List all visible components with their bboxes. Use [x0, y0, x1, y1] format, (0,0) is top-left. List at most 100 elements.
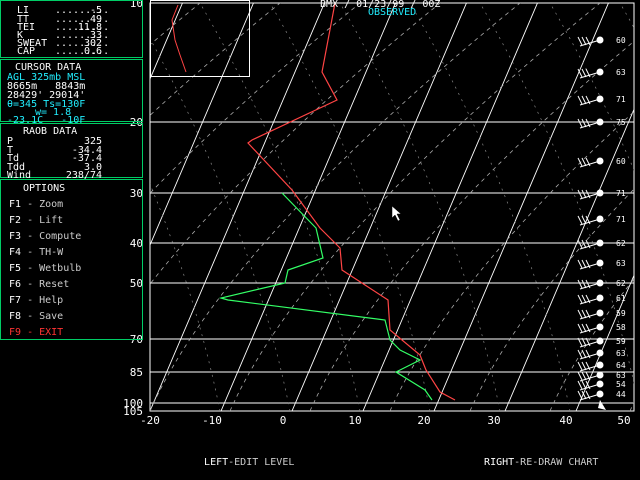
index-label: SWEAT — [17, 38, 48, 49]
wind-barb — [579, 71, 601, 79]
option-reset[interactable]: F6 - Reset — [9, 280, 69, 290]
inset-trace — [171, 4, 187, 73]
wind-barb-flag — [581, 215, 587, 225]
temperature-tick-label: 50 — [617, 414, 630, 427]
wind-barb-flag — [581, 239, 587, 249]
wind-barb — [579, 312, 601, 320]
wind-barb — [579, 218, 601, 226]
wind-barb-flag — [581, 337, 587, 347]
wind-speed-label: 63 — [616, 68, 626, 77]
option-separator: - — [21, 327, 40, 338]
pressure-tick-label: 85 — [130, 366, 143, 379]
wind-barb-flag — [577, 349, 583, 359]
raob-value: -34.4 — [71, 144, 102, 156]
option-label: Zoom — [39, 199, 64, 210]
wind-barb-flag — [585, 361, 591, 371]
dot-leader: ......... — [55, 22, 110, 33]
option-zoom[interactable]: F1 - Zoom — [9, 200, 63, 210]
dot-leader: ......... — [55, 14, 110, 25]
wind-speed-label: 58 — [616, 323, 626, 332]
wind-barb-flag — [577, 259, 583, 269]
wind-barb — [579, 340, 601, 348]
option-separator: - — [21, 279, 40, 290]
pressure-tick-label: 20 — [130, 116, 143, 129]
dry-adiabat — [150, 3, 441, 285]
raob-label: Td — [7, 153, 20, 164]
wind-speed-label: 62 — [616, 239, 626, 248]
wind-barb-flag — [577, 337, 583, 347]
dry-adiabat — [469, 188, 634, 411]
wind-speed-label: 54 — [616, 380, 626, 389]
temperature-tick-label: 40 — [559, 414, 572, 427]
option-key: F6 — [9, 279, 22, 290]
raob-value: 3.0 — [83, 161, 102, 173]
wind-barb-flag — [577, 157, 583, 167]
wind-barb-flag — [585, 95, 591, 105]
wind-speed-label: 63 — [616, 371, 626, 380]
wind-barb-flag — [585, 36, 591, 46]
wind-barb-flag — [581, 294, 587, 304]
option-wetbulb[interactable]: F5 - Wetbulb — [9, 264, 81, 274]
moist-adiabat — [339, 3, 501, 411]
index-value: 11.8 — [77, 22, 102, 33]
wind-barb-flag — [581, 157, 587, 167]
wind-barb-flag — [585, 309, 591, 319]
index-label: TEI — [17, 22, 36, 33]
dry-adiabat — [629, 401, 634, 411]
wind-barb — [579, 352, 601, 360]
wind-barb-flag — [585, 349, 591, 359]
option-key: F5 — [9, 263, 22, 274]
observed-label: OBSERVED — [368, 7, 417, 18]
option-save[interactable]: F8 - Save — [9, 312, 63, 322]
wind-barb — [579, 98, 601, 106]
option-label: Wetbulb — [39, 263, 82, 274]
wind-speed-label: 63 — [616, 349, 626, 358]
wind-speed-label: 63 — [616, 259, 626, 268]
wind-barb — [579, 192, 601, 200]
raob-title: RAOB DATA — [23, 126, 78, 137]
wind-barb — [579, 121, 601, 129]
cursor-line2: 8665m 8843m — [7, 81, 86, 92]
temperature-tick-label: 0 — [280, 414, 287, 427]
raob-label: T — [7, 144, 14, 156]
wind-barb-flag — [585, 380, 591, 390]
wind-barb-flag — [577, 95, 583, 105]
option-key: F3 — [9, 231, 22, 242]
option-help[interactable]: F7 - Help — [9, 296, 63, 306]
raob-label: Tdd — [7, 161, 26, 173]
wind-barb-flag — [577, 380, 583, 390]
dry-adiabat — [229, 3, 601, 411]
footer-left: LEFT-EDIT LEVEL — [192, 446, 294, 468]
raob-value: -37.4 — [71, 153, 102, 164]
index-label: TT — [17, 14, 30, 25]
wind-barb-flag — [585, 118, 591, 128]
footer-right-text: -RE-DRAW CHART — [514, 457, 599, 468]
option-label: Save — [39, 311, 64, 322]
footer-right-key: RIGHT — [484, 457, 515, 468]
wind-barb-flag — [585, 323, 591, 333]
dot-leader: ......... — [55, 46, 110, 57]
option-compute[interactable]: F3 - Compute — [9, 232, 81, 242]
option-thw[interactable]: F4 - TH-W — [9, 248, 63, 258]
option-exit[interactable]: F9 - EXIT — [9, 328, 63, 338]
wind-barb-flag — [581, 371, 587, 381]
isotherm-line — [504, 108, 634, 411]
dry-adiabat — [150, 3, 521, 411]
wind-speed-label: 60 — [616, 36, 626, 45]
option-lift[interactable]: F2 - Lift — [9, 216, 63, 226]
option-key: F1 — [9, 199, 22, 210]
wind-barb-flag — [577, 36, 583, 46]
option-key: F2 — [9, 215, 22, 226]
wind-barb-flag — [585, 294, 591, 304]
isotherm-line — [150, 3, 254, 247]
index-value: 33 — [89, 30, 102, 41]
wind-barb-flag — [577, 68, 583, 78]
dot-leader: ......... — [55, 38, 110, 49]
wind-barb-flag — [581, 323, 587, 333]
wind-barb-flag — [585, 68, 591, 78]
temperature-tick-label: 10 — [348, 414, 361, 427]
wind-speed-label: 75 — [616, 118, 626, 127]
cursor-data-panel: CURSOR DATA AGL 325mb MSL 8665m 8843m 28… — [0, 59, 143, 126]
wind-barb-flag — [585, 189, 591, 199]
